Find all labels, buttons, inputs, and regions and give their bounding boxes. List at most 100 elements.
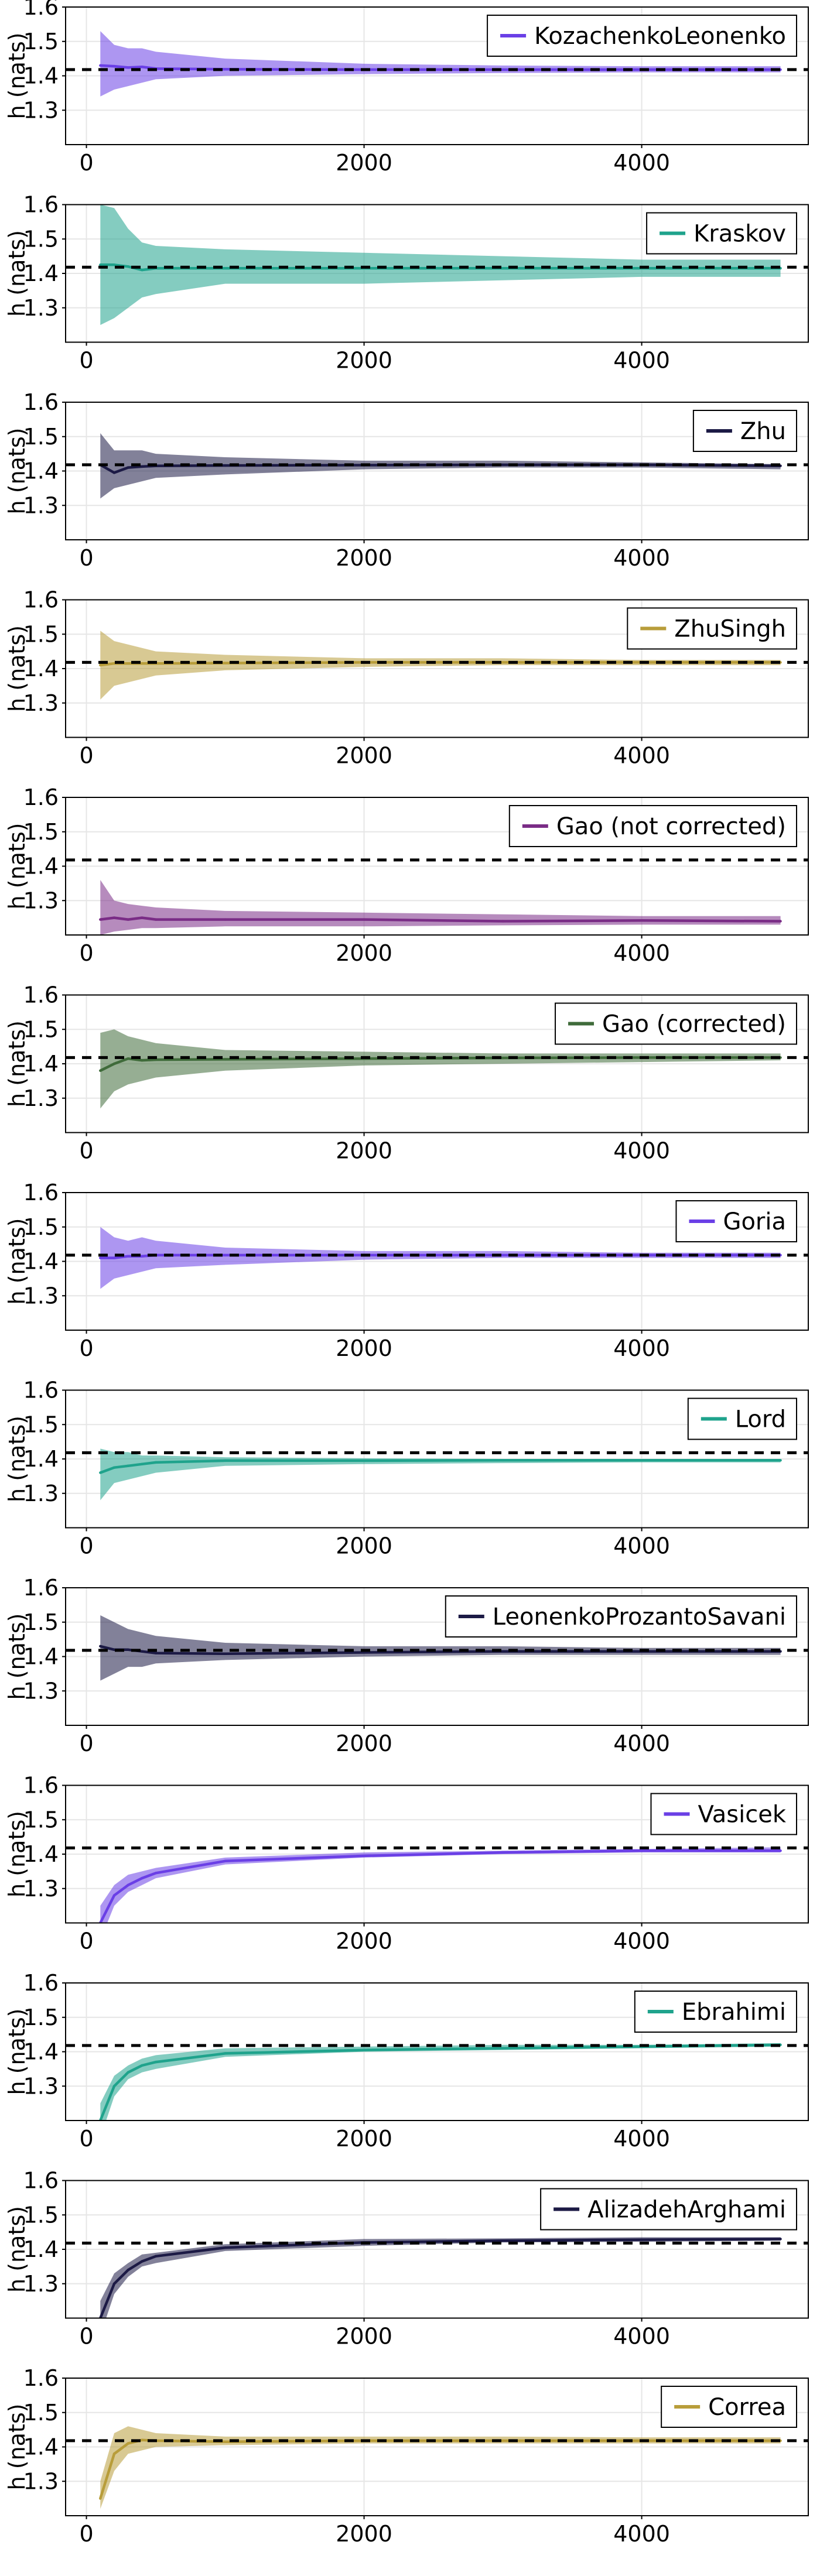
y-axis-label: h (nats) [4, 2009, 30, 2095]
series-line [100, 1253, 781, 1259]
x-tick-label: 0 [79, 743, 93, 769]
x-tick-label: 4000 [613, 348, 670, 374]
x-tick-label: 4000 [613, 743, 670, 769]
data-point [112, 916, 116, 919]
confidence-band [100, 2426, 781, 2509]
y-tick-label: 1.3 [23, 2468, 59, 2494]
x-tick-label: 2000 [336, 2126, 392, 2152]
x-tick-label: 4000 [613, 545, 670, 571]
legend-label: Goria [723, 1208, 786, 1235]
y-tick-label: 1.3 [23, 690, 59, 716]
x-tick-label: 0 [79, 545, 93, 571]
x-tick-label: 2000 [336, 743, 392, 769]
legend: AlizadehArghami [540, 2188, 797, 2231]
data-point [99, 64, 102, 67]
data-point [141, 1650, 144, 1653]
plot-content [66, 1615, 808, 1681]
x-tick-label: 2000 [336, 150, 392, 176]
series-line [99, 2043, 781, 2121]
y-axis-label: h (nats) [4, 1416, 30, 1502]
y-tick-label: 1.4 [23, 458, 59, 484]
y-axis-label: h (nats) [4, 1020, 30, 1107]
legend-label: Kraskov [693, 221, 786, 248]
confidence-band [100, 31, 781, 97]
data-point [127, 1464, 129, 1467]
x-tick-label: 2000 [336, 1138, 392, 1164]
series-line [100, 916, 781, 923]
y-tick-label: 1.5 [23, 2202, 59, 2228]
y-tick-label: 1.3 [23, 1283, 59, 1308]
data-point [779, 1459, 782, 1462]
y-tick-label: 1.5 [23, 2400, 59, 2426]
data-point [224, 1859, 227, 1862]
x-tick-label: 2000 [336, 348, 392, 374]
y-tick-label: 1.6 [23, 1180, 59, 1205]
y-tick-label: 1.3 [23, 97, 59, 123]
data-point [779, 2238, 782, 2241]
data-point [363, 1854, 365, 1858]
legend-label: Gao (corrected) [602, 1011, 786, 1038]
y-tick-label: 1.4 [23, 2434, 59, 2460]
y-tick-label: 1.3 [23, 492, 59, 518]
legend-box [445, 1595, 797, 1638]
data-point [141, 66, 144, 68]
panel-1: 0 2000 4000 1.3 1.4 1.5 1.6 h (nats) Kraskov [4, 192, 809, 374]
y-axis-label: h (nats) [4, 625, 30, 712]
y-tick-label: 1.5 [23, 1016, 59, 1042]
panel-11: 0 2000 4000 1.3 1.4 1.5 1.6 h (nats) AlizadehArg… [4, 2168, 809, 2349]
data-point [363, 2049, 365, 2051]
data-point [127, 1255, 129, 1258]
data-point [127, 2071, 129, 2074]
confidence-band [100, 1615, 781, 1681]
x-tick-label: 4000 [613, 2521, 670, 2547]
y-tick-label: 1.3 [23, 2073, 59, 2099]
legend-label: Vasicek [698, 1801, 787, 1828]
data-point [141, 2064, 144, 2067]
data-point [501, 463, 504, 467]
data-point [141, 1255, 144, 1258]
x-tick-label: 0 [79, 940, 93, 966]
y-tick-label: 1.5 [23, 1807, 59, 1832]
legend: Gao (not corrected) [508, 805, 797, 847]
x-tick-label: 4000 [613, 2324, 670, 2349]
data-point [99, 918, 102, 921]
y-tick-label: 1.5 [23, 29, 59, 54]
y-tick-label: 1.4 [23, 1249, 59, 1275]
x-tick-label: 2000 [336, 2521, 392, 2547]
x-tick-label: 4000 [613, 1731, 670, 1756]
legend-box [508, 805, 797, 847]
plot-content [66, 433, 808, 499]
y-tick-label: 1.6 [23, 1378, 59, 1403]
series-line [99, 2438, 781, 2499]
panel-0: 0 2000 4000 1.3 1.4 1.5 1.6 h (nats) KozachenkoL… [4, 0, 809, 176]
y-tick-label: 1.6 [23, 2168, 59, 2194]
data-point [112, 1062, 116, 1066]
y-tick-label: 1.4 [23, 2039, 59, 2065]
data-point [141, 268, 144, 272]
x-tick-label: 0 [79, 1335, 93, 1361]
x-tick-label: 2000 [336, 545, 392, 571]
confidence-band [100, 1227, 781, 1289]
data-point [141, 465, 144, 468]
x-tick-label: 0 [79, 1533, 93, 1559]
data-point [501, 266, 504, 270]
plot-content [66, 1227, 808, 1289]
data-point [141, 2260, 144, 2263]
y-tick-label: 1.4 [23, 1644, 59, 1670]
series-line [100, 1459, 781, 1474]
data-point [224, 464, 227, 467]
y-tick-label: 1.3 [23, 1481, 59, 1506]
data-point [112, 2085, 116, 2088]
data-point [141, 1059, 144, 1062]
data-point [501, 1459, 504, 1462]
data-point [224, 1652, 227, 1655]
data-point [224, 1253, 227, 1257]
legend-box [555, 1002, 797, 1045]
legend: Correa [661, 2386, 797, 2428]
data-point [141, 662, 144, 665]
y-tick-label: 1.5 [23, 1214, 59, 1240]
x-tick-label: 0 [79, 1928, 93, 1954]
y-tick-label: 1.3 [23, 1085, 59, 1111]
y-tick-label: 1.4 [23, 854, 59, 879]
data-point [99, 663, 102, 667]
